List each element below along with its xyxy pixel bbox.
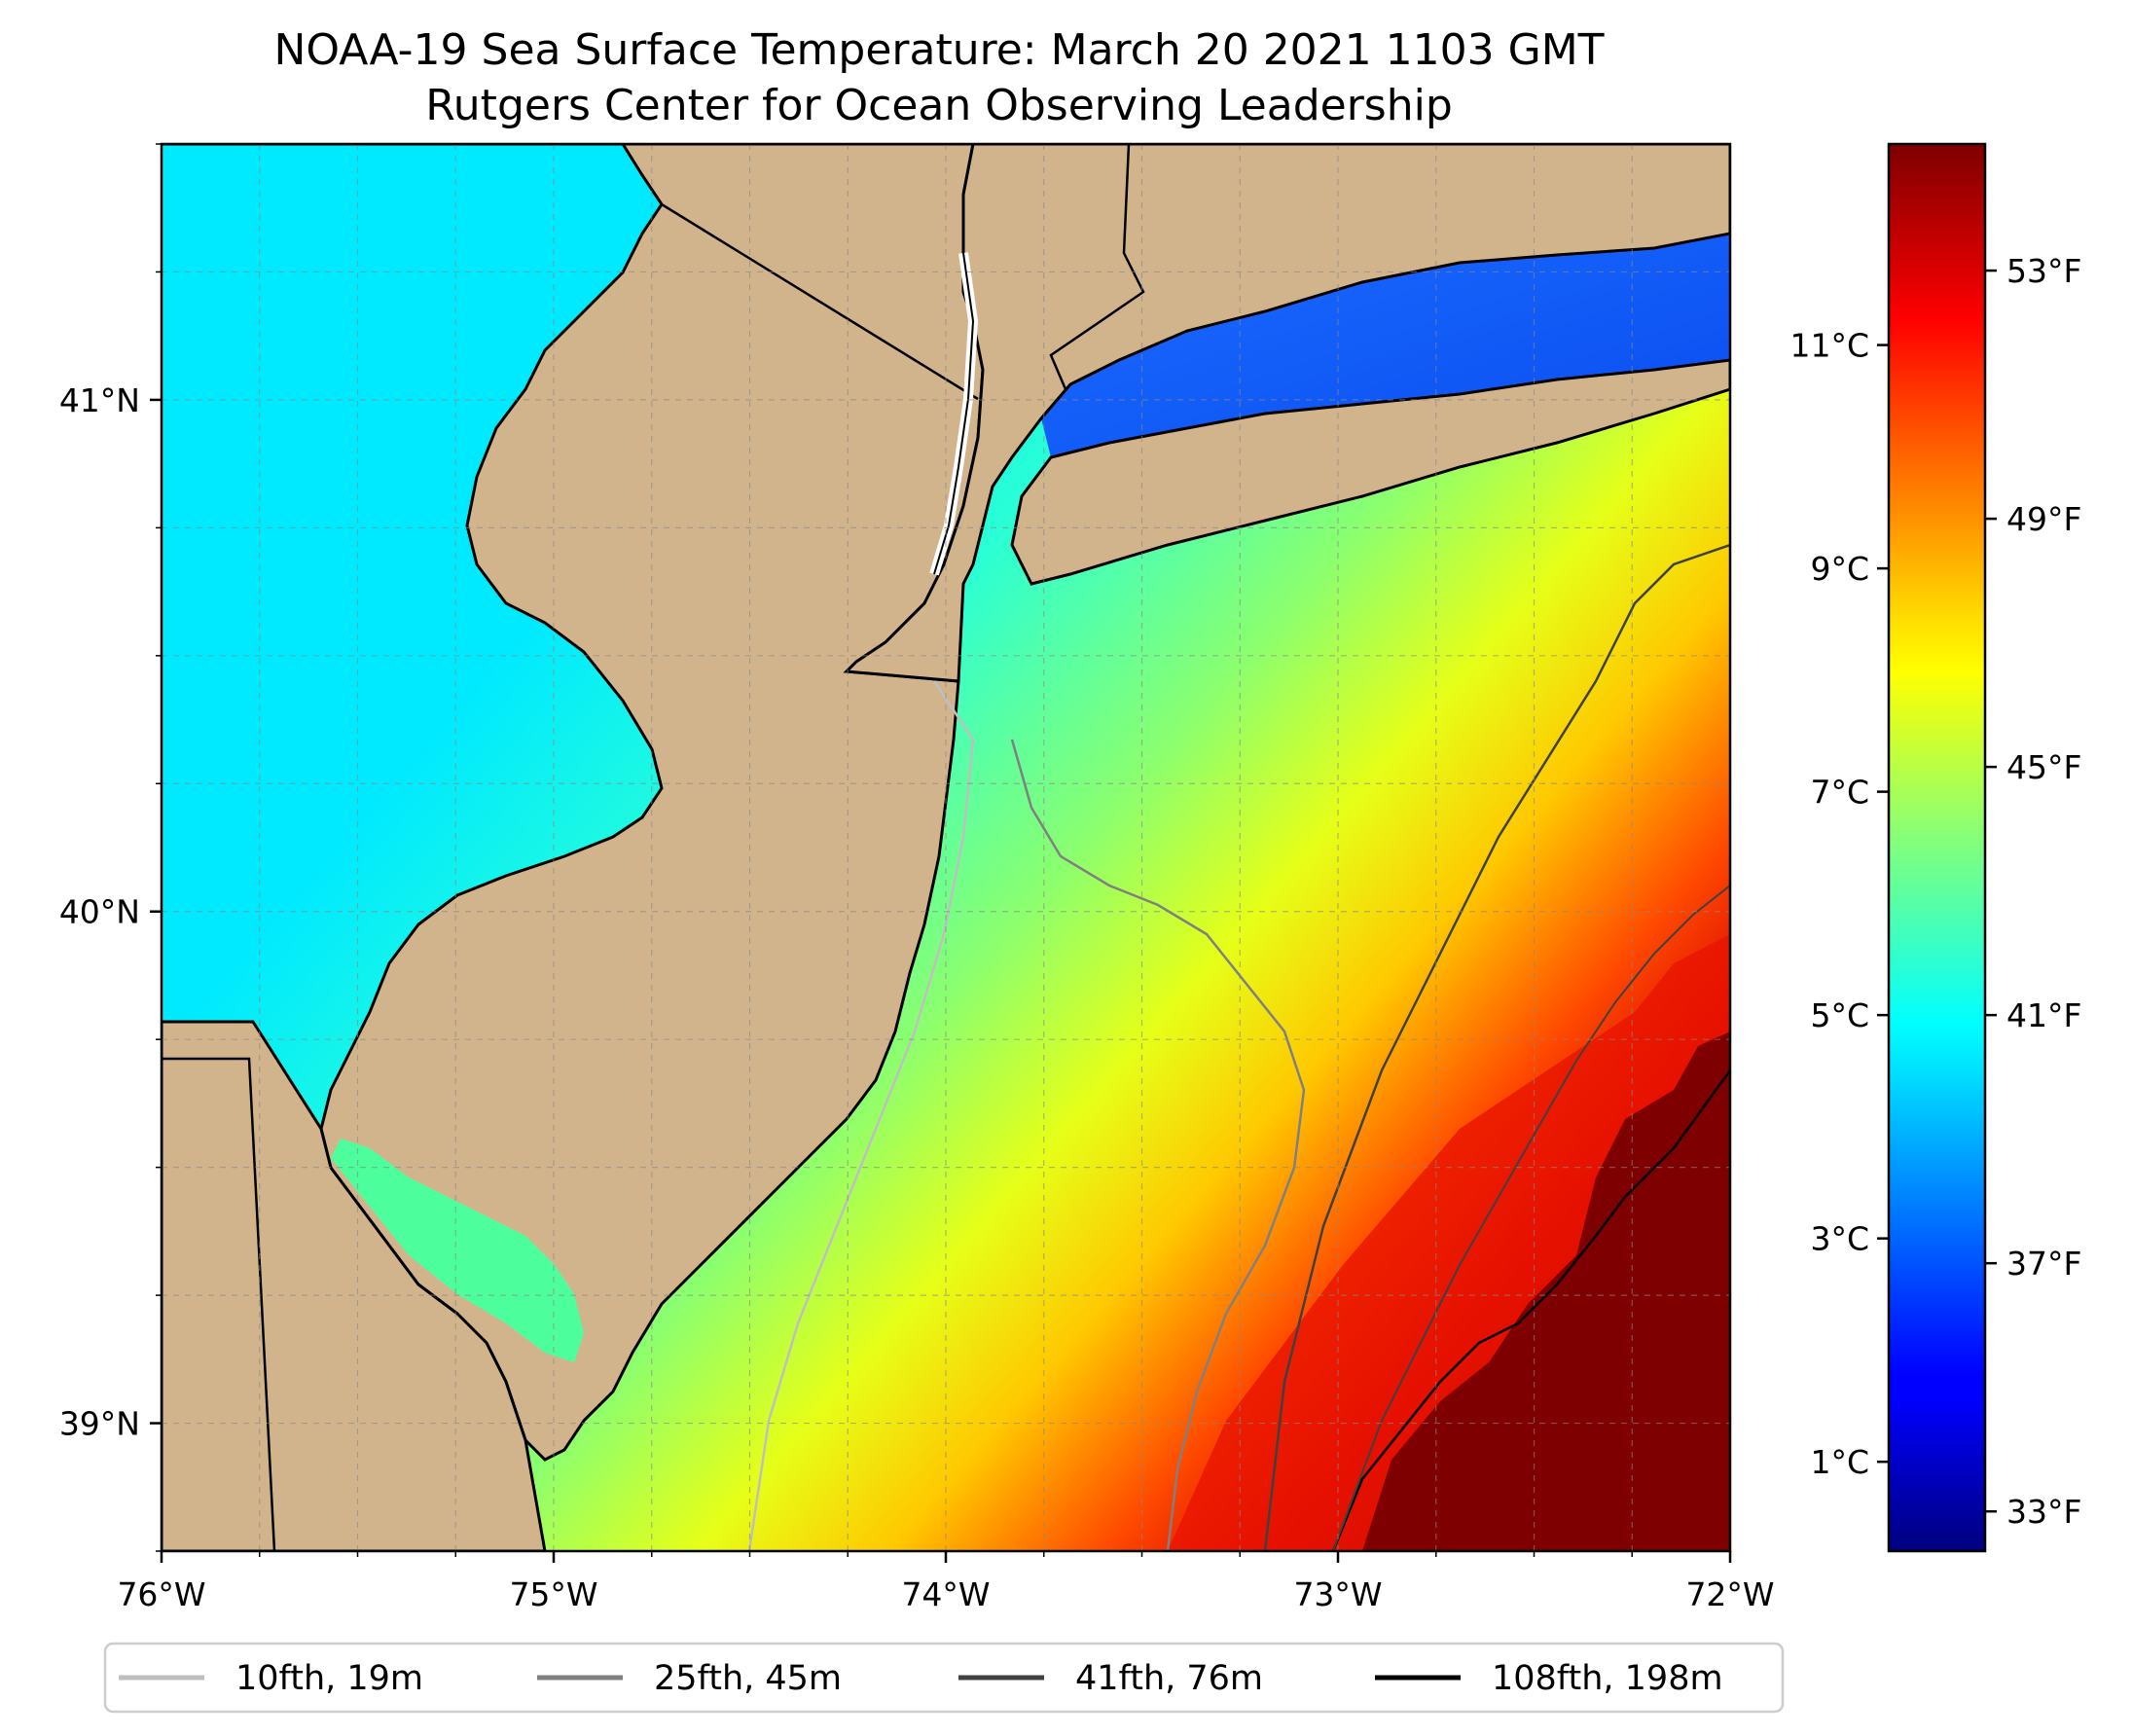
celsius-tick-label: 11°C — [1789, 327, 1869, 365]
celsius-tick-label: 1°C — [1810, 1443, 1869, 1481]
isobath-76m — [1263, 543, 1730, 1551]
fahrenheit-tick-label: 41°F — [2006, 996, 2081, 1034]
land-new-york — [843, 144, 1730, 683]
warm-band — [1168, 934, 1730, 1551]
celsius-tick-label: 5°C — [1810, 996, 1869, 1034]
fahrenheit-tick-label: 53°F — [2006, 252, 2081, 290]
x-tick-label: 76°W — [117, 1575, 205, 1613]
y-tick-label: 39°N — [59, 1405, 140, 1443]
isobath-198m — [1331, 1069, 1730, 1551]
celsius-tick-label: 3°C — [1810, 1220, 1869, 1258]
fahrenheit-tick-label: 45°F — [2006, 748, 2081, 786]
isobath-19m — [747, 680, 975, 1551]
fahrenheit-tick-label: 49°F — [2006, 500, 2081, 538]
x-tick-label: 72°W — [1685, 1575, 1774, 1613]
land-delaware — [162, 1020, 547, 1551]
x-axis: 76°W 75°W 74°W 73°W 72°W — [117, 1551, 1775, 1613]
colorbar-ticks: 11°C 9°C 7°C 5°C 3°C 1°C 53°F 49°F 45°F 41°F 37°F 3… — [1789, 252, 2081, 1531]
border-de-md — [162, 1057, 276, 1551]
legend-label: 41fth, 76m — [1075, 1659, 1263, 1698]
x-tick-label: 73°W — [1293, 1575, 1382, 1613]
long-island-sound — [1041, 234, 1730, 457]
legend-label: 10fth, 19m — [235, 1659, 423, 1698]
map-panel — [162, 144, 1730, 1551]
y-tick-label: 41°N — [59, 381, 140, 419]
legend: 10fth, 19m 25fth, 45m 41fth, 76m 108fth, 19… — [103, 1642, 1785, 1714]
warm-core-region — [1362, 1031, 1730, 1551]
celsius-tick-label: 9°C — [1810, 550, 1869, 588]
isobath-45m — [1010, 739, 1306, 1551]
y-tick-label: 40°N — [59, 893, 140, 931]
x-tick-label: 75°W — [509, 1575, 597, 1613]
map-title: NOAA-19 Sea Surface Temperature: March 2… — [273, 25, 1604, 75]
celsius-tick-label: 7°C — [1810, 774, 1869, 812]
legend-box — [103, 1642, 1785, 1714]
colorbar — [1887, 142, 1987, 1553]
isobath-76m-outer — [1332, 885, 1730, 1551]
fahrenheit-tick-label: 33°F — [2006, 1493, 2081, 1531]
border-ny-ct — [1049, 144, 1145, 390]
map-subtitle: Rutgers Center for Ocean Observing Leade… — [425, 81, 1453, 130]
gridlines — [162, 144, 1730, 1551]
legend-label: 25fth, 45m — [654, 1659, 842, 1698]
delaware-bay — [331, 1139, 584, 1362]
border-ny-nj — [661, 202, 979, 401]
legend-label: 108fth, 198m — [1492, 1659, 1723, 1698]
x-tick-label: 74°W — [901, 1575, 990, 1613]
fahrenheit-tick-label: 37°F — [2006, 1245, 2081, 1283]
y-axis: 41°N 40°N 39°N — [59, 143, 162, 1552]
